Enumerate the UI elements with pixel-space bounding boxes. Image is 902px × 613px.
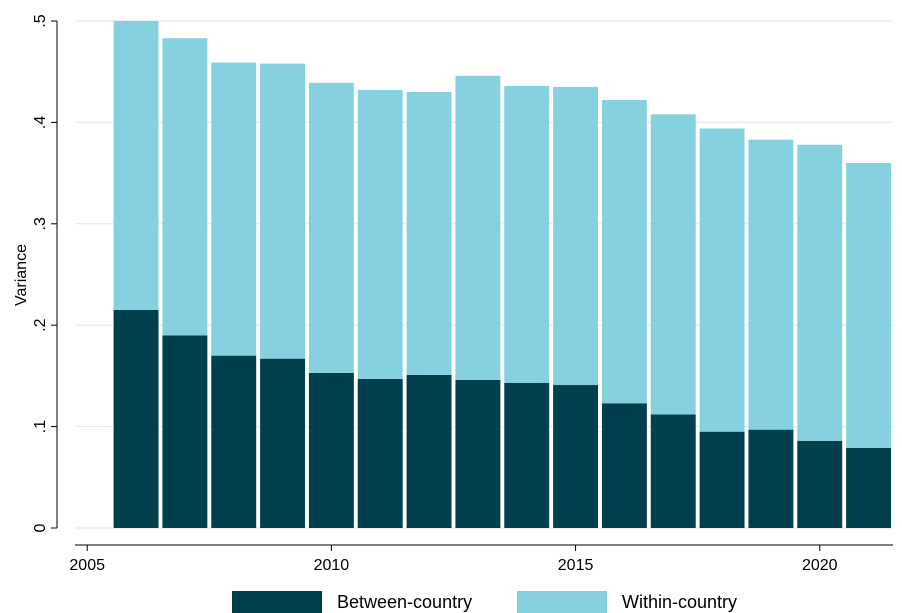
bar-segment (601, 403, 647, 528)
y-tick-label: 0 (32, 523, 49, 532)
bar-segment (357, 89, 403, 379)
y-tick-label: .5 (32, 14, 49, 27)
legend-label: Within-country (622, 592, 737, 612)
x-tick-label: 2010 (314, 557, 350, 574)
bar-segment (406, 91, 452, 375)
bar-segment (211, 355, 257, 528)
bar-segment (260, 358, 306, 528)
legend-swatch (517, 591, 607, 613)
bar-segment (699, 128, 745, 432)
bar-segment (308, 372, 354, 528)
bar-segment (162, 38, 208, 336)
bar-segment (260, 63, 306, 359)
bar-segment (748, 139, 794, 430)
bar-segment (455, 75, 501, 380)
bar-segment (357, 378, 403, 528)
bar-segment (748, 429, 794, 528)
bar-segment (846, 447, 892, 528)
bar-segment (308, 82, 354, 373)
bar-segment (162, 335, 208, 528)
bar-segment (553, 86, 599, 386)
bar-segment (846, 162, 892, 448)
bar-segment (650, 114, 696, 415)
bar-segment (797, 440, 843, 528)
bar-segment (504, 382, 550, 528)
bar-segment (699, 431, 745, 528)
bar-segment (211, 62, 257, 356)
bar-segment (455, 379, 501, 528)
bar-segment (504, 85, 550, 383)
legend-label: Between-country (337, 592, 472, 612)
legend-swatch (232, 591, 322, 613)
y-tick-label: .2 (32, 318, 49, 331)
y-tick-label: .1 (32, 420, 49, 433)
bar-segment (601, 100, 647, 404)
bar-segment (113, 21, 159, 310)
x-tick-label: 2020 (802, 557, 838, 574)
x-tick-label: 2005 (69, 557, 105, 574)
x-tick-label: 2015 (558, 557, 594, 574)
bar-segment (406, 374, 452, 528)
bar-segment (553, 385, 599, 528)
y-tick-label: .3 (32, 217, 49, 230)
bar-segment (797, 144, 843, 441)
bar-segment (650, 414, 696, 528)
y-axis-label: Variance (13, 244, 30, 306)
bar-segment (113, 309, 159, 528)
y-tick-label: .4 (32, 116, 49, 129)
